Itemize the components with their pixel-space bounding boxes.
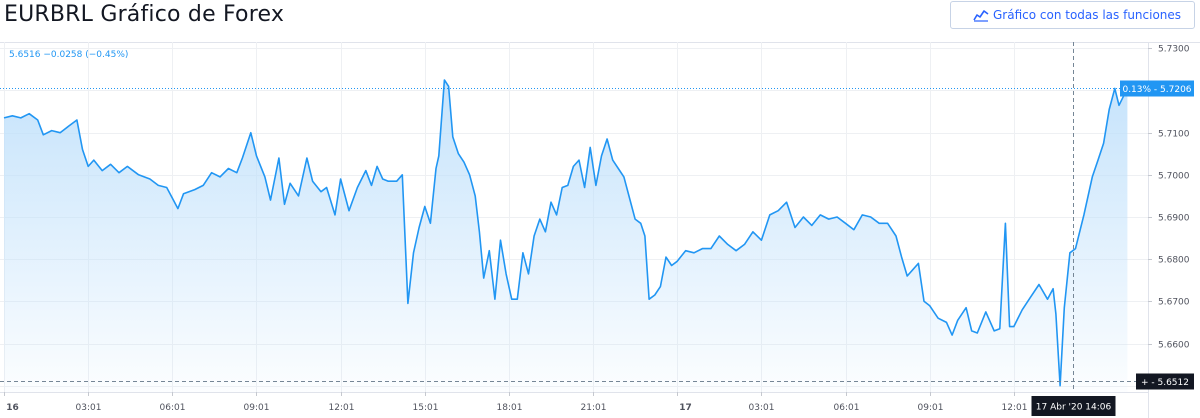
price-chart[interactable]: 5.73005.72005.71005.70005.69005.68005.67… (0, 42, 1200, 418)
x-tick-label: 12:01 (329, 403, 355, 413)
ohlc-readout: 5.6516 −0.0258 (−0.45%) (9, 50, 129, 60)
x-tick-label: 18:01 (497, 403, 523, 413)
y-tick-label: 5.7100 (1158, 130, 1190, 140)
x-tick-label: 21:01 (581, 403, 607, 413)
x-tick-label: 09:01 (918, 403, 944, 413)
current-price-badge (1120, 80, 1194, 97)
crosshair-price-label: + - 5.6512 (1141, 378, 1189, 388)
y-tick-label: 5.6600 (1158, 341, 1190, 351)
y-tick-label: 5.6900 (1158, 214, 1190, 224)
x-tick-label: 17 (679, 403, 692, 413)
x-tick-label: 15:01 (413, 403, 439, 413)
page-title: EURBRL Gráfico de Forex (4, 2, 285, 27)
x-tick-label: 03:01 (749, 403, 775, 413)
x-tick-label: 09:01 (244, 403, 270, 413)
chart-svg[interactable]: 5.73005.72005.71005.70005.69005.68005.67… (0, 42, 1200, 418)
current-price-label: 0.13% - 5.7206 (1122, 85, 1191, 95)
series-area-fill (4, 80, 1128, 392)
x-tick-label: 06:01 (834, 403, 860, 413)
y-tick-label: 5.6700 (1158, 298, 1190, 308)
x-tick-label: 03:01 (76, 403, 102, 413)
series-line (3, 79, 1129, 387)
x-tick-label: 06:01 (160, 403, 186, 413)
crosshair-time-badge (1031, 396, 1116, 416)
crosshair-price-badge (1136, 373, 1194, 390)
x-tick-label: 16 (6, 403, 19, 413)
y-tick-label: 5.6800 (1158, 256, 1190, 266)
x-tick-label: 12:01 (1002, 403, 1028, 413)
y-tick-label: 5.7300 (1158, 45, 1190, 55)
y-tick-label: 5.7000 (1158, 172, 1190, 182)
full-chart-button-label: Gráfico con todas las funciones (993, 8, 1182, 22)
full-chart-button[interactable]: Gráfico con todas las funciones (950, 1, 1195, 29)
chart-line-icon (973, 10, 989, 22)
crosshair-time-label: 17 Abr '20 14:06 (1036, 403, 1112, 413)
